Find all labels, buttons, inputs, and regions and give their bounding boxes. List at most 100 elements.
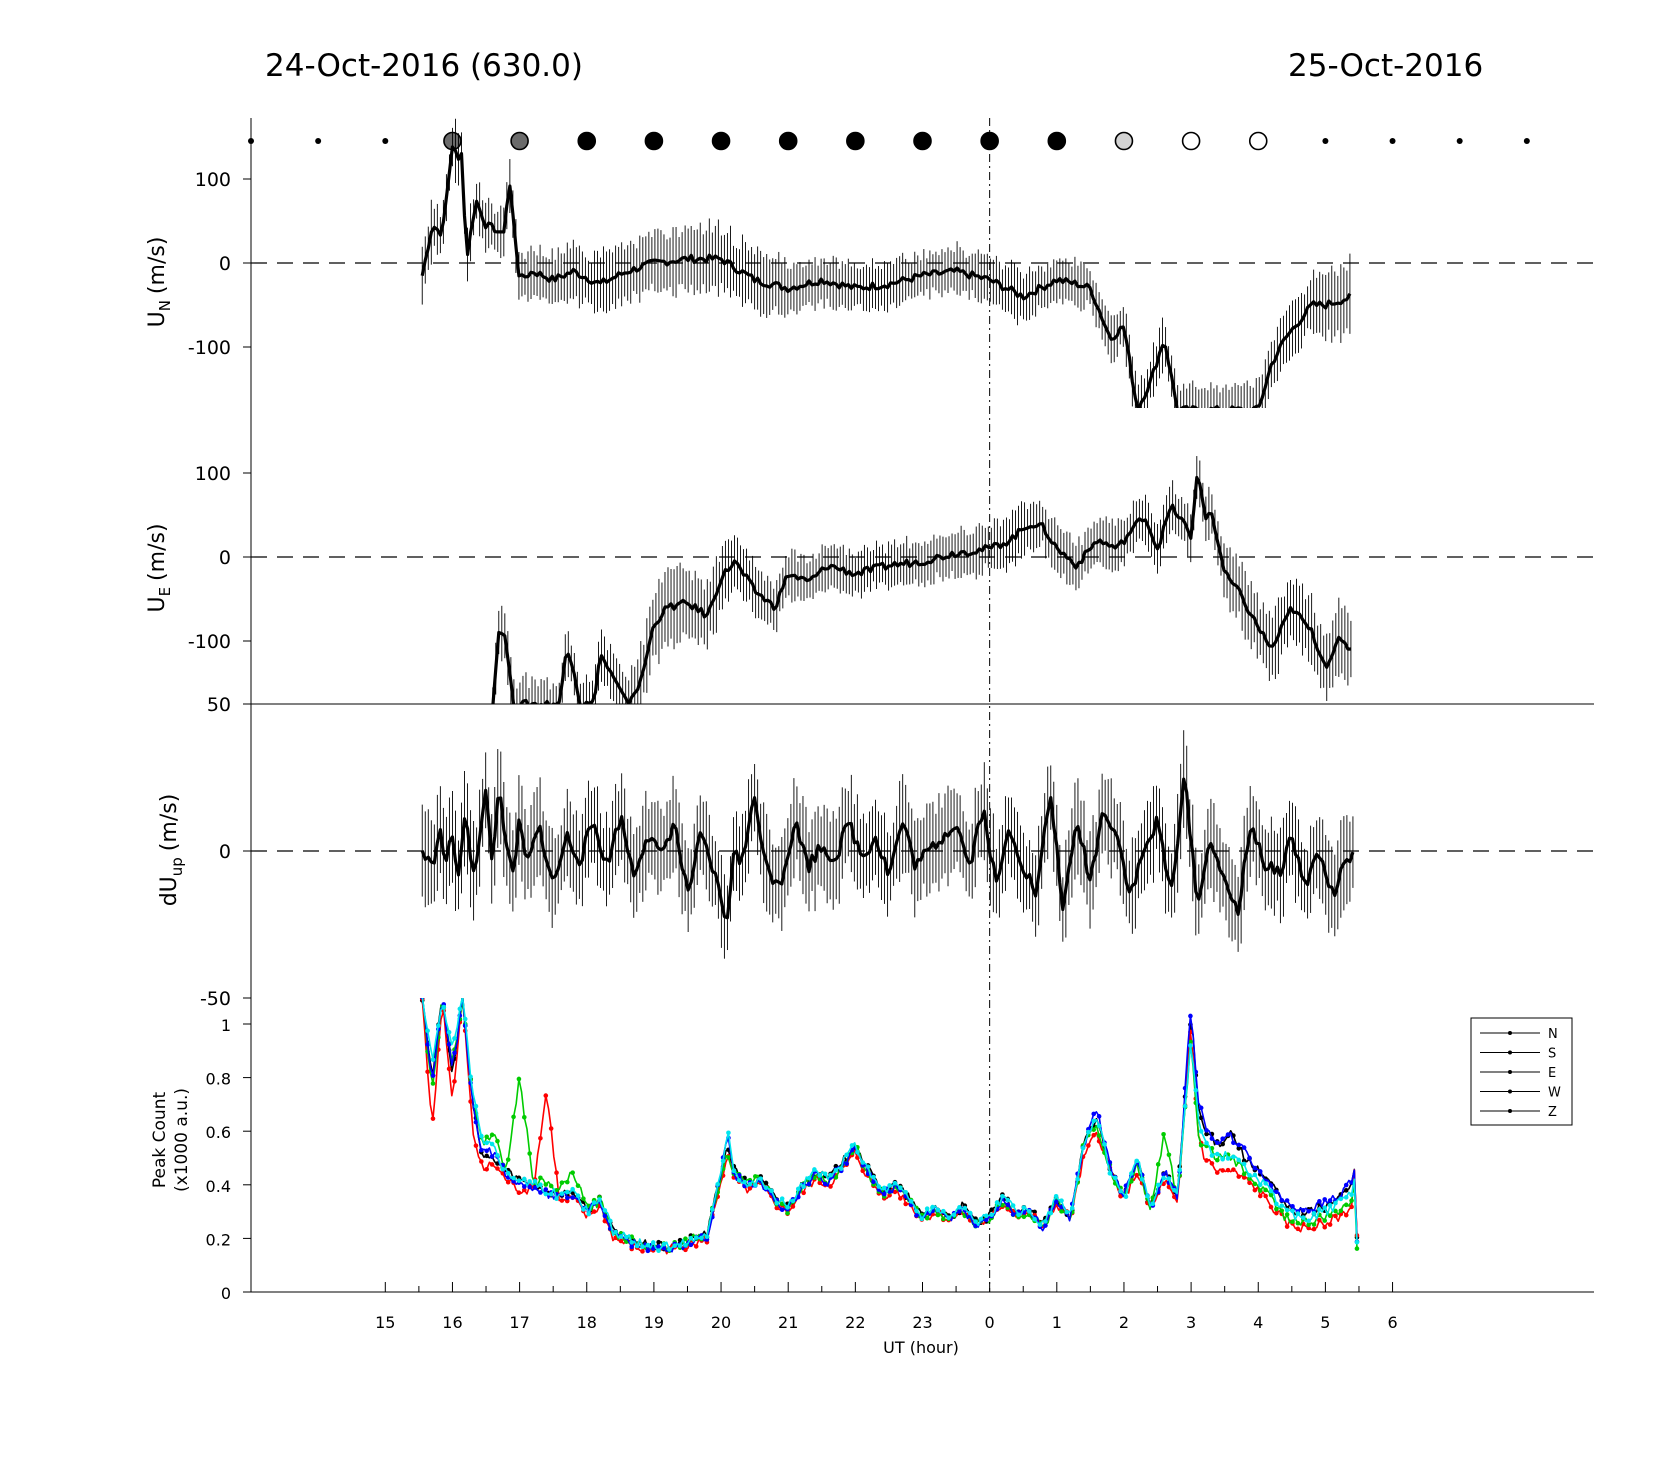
series-point <box>618 1238 624 1244</box>
series-point <box>1252 1187 1258 1193</box>
sky-marker <box>778 131 798 151</box>
series-point <box>645 1242 651 1248</box>
series-point <box>1037 1222 1043 1228</box>
series-point <box>1236 1146 1242 1151</box>
series-point <box>715 1181 720 1187</box>
series-point <box>586 1211 592 1217</box>
series-point <box>1279 1208 1285 1213</box>
sky-marker <box>1322 138 1329 144</box>
series-point <box>650 1246 656 1251</box>
series-point <box>1333 1200 1338 1206</box>
series-point <box>903 1189 909 1195</box>
series-point <box>1257 1182 1263 1188</box>
series-point <box>564 1179 570 1185</box>
series-point <box>495 1138 500 1144</box>
legend-label: W <box>1548 1086 1561 1101</box>
series-point <box>1005 1202 1011 1208</box>
series-point <box>1150 1201 1156 1207</box>
x-tick-label: 4 <box>1253 1313 1263 1332</box>
series-point <box>420 992 425 997</box>
series-point <box>484 1134 489 1140</box>
series-point <box>790 1198 796 1204</box>
series-point <box>473 1143 479 1148</box>
series-point <box>855 1155 860 1160</box>
series-point <box>1236 1174 1242 1179</box>
x-tick-label: 0 <box>985 1313 995 1332</box>
series-point <box>1209 1153 1215 1158</box>
series-point <box>1322 1218 1328 1223</box>
series-point <box>774 1200 780 1206</box>
x-tick-label: 23 <box>912 1313 932 1332</box>
series-point <box>983 1213 989 1219</box>
sky-marker <box>315 138 322 144</box>
series-point <box>903 1201 909 1207</box>
series-point <box>554 1187 559 1193</box>
sky-marker <box>1248 131 1268 151</box>
series-line <box>420 777 1355 920</box>
series-point <box>430 1116 436 1121</box>
series-point <box>1048 1210 1054 1216</box>
series-point <box>1198 1129 1204 1134</box>
series-line <box>491 475 1351 704</box>
series-point <box>484 1148 489 1154</box>
series-point <box>1220 1141 1225 1147</box>
series-point <box>1220 1168 1225 1173</box>
svg-text:(x1000 a.u.): (x1000 a.u.) <box>172 1088 192 1192</box>
x-axis-label: UT (hour) <box>883 1338 959 1357</box>
series-point <box>881 1191 887 1197</box>
series-point <box>908 1199 914 1204</box>
series-point <box>1241 1175 1247 1180</box>
series-point <box>543 1182 549 1187</box>
y-tick-label: 50 <box>207 694 231 716</box>
series-point <box>1118 1188 1123 1194</box>
series-point <box>479 1133 484 1139</box>
series-point <box>564 1198 570 1204</box>
series-point <box>742 1179 747 1185</box>
series-point <box>973 1223 978 1229</box>
series-point <box>1091 1118 1097 1124</box>
series-line <box>421 998 1358 1250</box>
series-point <box>1317 1207 1322 1212</box>
series-point <box>489 1154 495 1159</box>
series-point <box>452 1036 457 1041</box>
x-tick-label: 16 <box>442 1313 462 1332</box>
sky-marker <box>248 138 254 144</box>
series-point <box>522 1184 527 1189</box>
un-ylabel: UN(m/s) <box>145 237 174 328</box>
series-point <box>994 1200 1000 1205</box>
series-point <box>468 1099 473 1104</box>
series-point <box>656 1248 661 1254</box>
series-point <box>726 1155 731 1160</box>
series-point <box>1311 1226 1317 1232</box>
series-point <box>543 1191 549 1197</box>
dup-ylabel: dUup(m/s) <box>157 794 186 907</box>
series-point <box>1343 1182 1349 1188</box>
series-point <box>1214 1151 1220 1157</box>
series-point <box>833 1175 839 1180</box>
series-point <box>1091 1132 1097 1138</box>
series-point <box>548 1126 554 1131</box>
series-point <box>1274 1201 1279 1207</box>
series-point <box>812 1167 817 1172</box>
series-point <box>683 1236 688 1242</box>
series-point <box>1306 1208 1311 1214</box>
series-point <box>1236 1142 1242 1148</box>
series-point <box>462 1016 468 1022</box>
x-tick-label: 1 <box>1052 1313 1062 1332</box>
series-point <box>522 1176 527 1182</box>
series-line <box>421 998 1358 1253</box>
series-point <box>1311 1222 1317 1227</box>
series-point <box>887 1183 892 1188</box>
series-point <box>1107 1171 1113 1176</box>
series-point <box>817 1180 823 1186</box>
legend-marker <box>1508 1089 1512 1094</box>
series-point <box>1306 1218 1311 1224</box>
series-point <box>1069 1205 1075 1211</box>
series-point <box>505 1157 511 1162</box>
series-point <box>946 1215 951 1221</box>
series-point <box>441 1004 447 1010</box>
series-point <box>914 1208 919 1214</box>
series-point <box>779 1207 785 1213</box>
